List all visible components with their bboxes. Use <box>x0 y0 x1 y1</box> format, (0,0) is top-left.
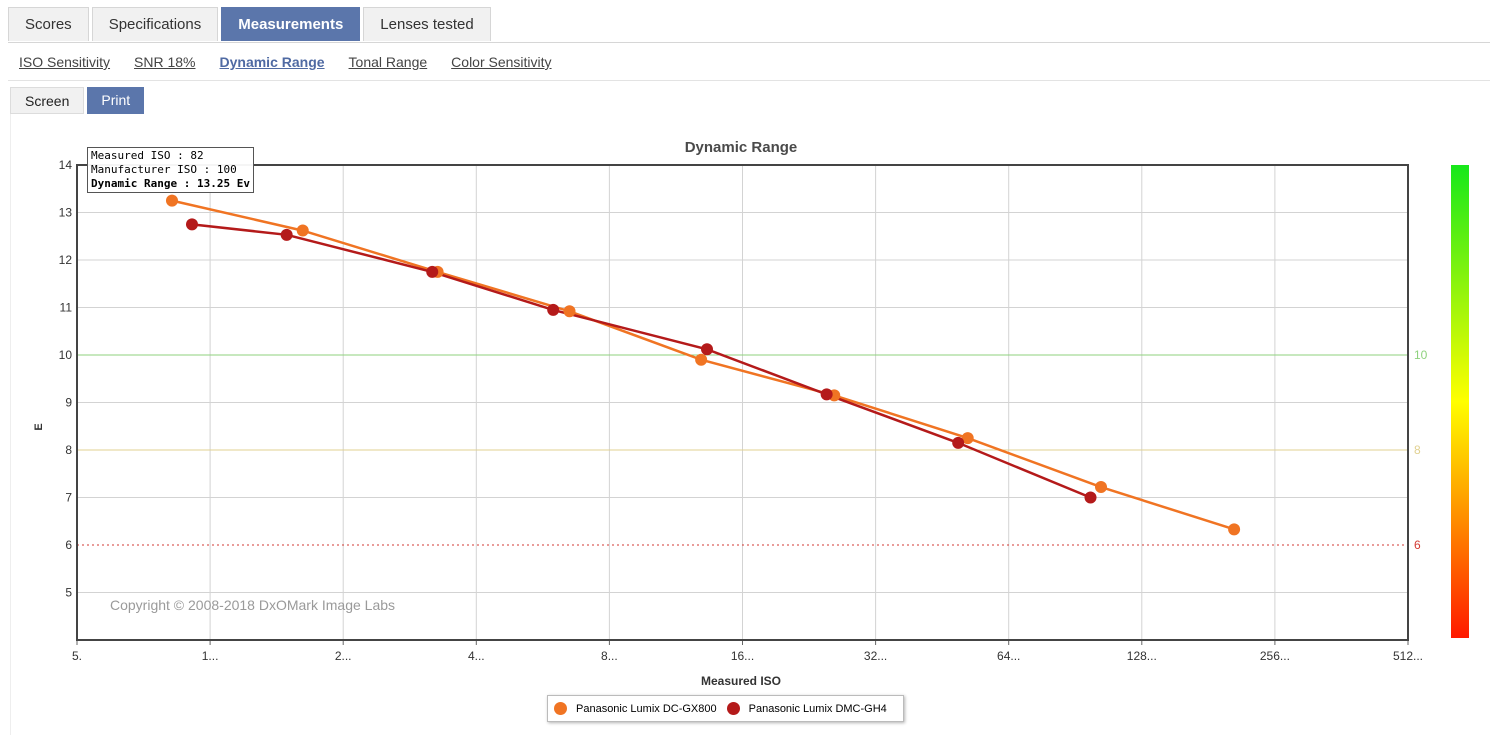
y-axis-label: E <box>33 423 45 430</box>
data-point-1 <box>820 388 833 401</box>
x-tick-label: 16... <box>731 649 754 663</box>
data-point-0 <box>695 353 708 366</box>
data-point-0 <box>296 224 309 237</box>
legend-item-gx800[interactable]: Panasonic Lumix DC-GX800 <box>554 702 717 715</box>
reference-label-10: 10 <box>1414 348 1428 362</box>
y-tick-label: 8 <box>65 443 72 457</box>
data-point-1 <box>952 436 965 449</box>
data-point-0 <box>165 194 178 207</box>
x-tick-label: 32... <box>864 649 887 663</box>
subnav-iso-sensitivity[interactable]: ISO Sensitivity <box>19 54 111 70</box>
x-axis-label: Measured ISO <box>701 674 781 688</box>
chart-title: Dynamic Range <box>685 139 798 156</box>
x-tick-label: 1... <box>202 649 219 663</box>
legend-label-gh4: Panasonic Lumix DMC-GH4 <box>748 702 887 715</box>
data-point-1 <box>185 218 198 231</box>
data-point-tooltip: Measured ISO : 82 Manufacturer ISO : 100… <box>87 147 254 193</box>
subnav-dynamic-range[interactable]: Dynamic Range <box>219 54 325 70</box>
x-tick-label: 128... <box>1127 649 1157 663</box>
mode-toggle: Screen Print <box>10 87 147 114</box>
measurement-subnav: ISO Sensitivity SNR 18% Dynamic Range To… <box>19 54 576 70</box>
quality-color-scale <box>1451 165 1469 638</box>
legend-item-gh4[interactable]: Panasonic Lumix DMC-GH4 <box>726 702 887 715</box>
data-point-1 <box>1084 491 1097 504</box>
copyright-text: Copyright © 2008-2018 DxOMark Image Labs <box>110 597 395 613</box>
x-tick-label: 256... <box>1260 649 1290 663</box>
y-tick-label: 11 <box>60 301 73 315</box>
x-tick-label: 2... <box>335 649 352 663</box>
y-tick-label: 6 <box>65 538 72 552</box>
tab-specifications[interactable]: Specifications <box>91 7 219 41</box>
plot-area-border <box>76 164 1409 641</box>
legend-label-gx800: Panasonic Lumix DC-GX800 <box>576 702 717 715</box>
series-line-1 <box>191 223 1091 499</box>
data-point-0 <box>563 305 576 318</box>
chart-legend: Panasonic Lumix DC-GX800 Panasonic Lumix… <box>547 695 904 722</box>
data-point-0 <box>1228 523 1241 536</box>
tooltip-measured-iso: Measured ISO : 82 <box>91 149 204 162</box>
data-point-1 <box>701 343 714 356</box>
data-point-1 <box>547 303 560 316</box>
print-button[interactable]: Print <box>87 87 145 114</box>
data-point-1 <box>280 228 293 241</box>
x-tick-label: 512... <box>1393 649 1423 663</box>
data-point-0 <box>1095 481 1108 494</box>
x-tick-label: 4... <box>468 649 485 663</box>
subnav-color-sensitivity[interactable]: Color Sensitivity <box>451 54 552 70</box>
tab-measurements[interactable]: Measurements <box>221 7 361 41</box>
tab-lenses-tested[interactable]: Lenses tested <box>363 7 491 41</box>
subnav-divider <box>8 80 1490 81</box>
x-tick-label: 5. <box>72 649 82 663</box>
subnav-tonal-range[interactable]: Tonal Range <box>348 54 428 70</box>
legend-marker-gh4 <box>726 702 740 715</box>
tabs-divider <box>8 42 1490 43</box>
subnav-snr-18[interactable]: SNR 18% <box>134 54 196 70</box>
y-tick-label: 9 <box>65 396 72 410</box>
x-tick-label: 64... <box>997 649 1020 663</box>
y-tick-label: 5 <box>65 586 72 600</box>
y-tick-label: 7 <box>65 491 72 505</box>
tooltip-dynamic-range: Dynamic Range : 13.25 Ev <box>91 177 250 190</box>
x-tick-label: 8... <box>601 649 618 663</box>
legend-marker-gx800 <box>554 702 567 715</box>
reference-label-6: 6 <box>1414 538 1421 552</box>
y-tick-label: 14 <box>59 158 73 172</box>
data-point-1 <box>426 265 439 278</box>
screen-button[interactable]: Screen <box>10 87 85 114</box>
chart-panel <box>10 114 1490 735</box>
tab-scores[interactable]: Scores <box>8 7 89 41</box>
y-tick-label: 13 <box>59 206 73 220</box>
tooltip-manufacturer-iso: Manufacturer ISO : 100 <box>91 163 237 176</box>
y-tick-label: 12 <box>59 253 73 267</box>
main-tabs: Scores Specifications Measurements Lense… <box>8 7 494 43</box>
reference-label-8: 8 <box>1414 443 1421 457</box>
y-tick-label: 10 <box>59 348 73 362</box>
data-point-0 <box>961 432 974 445</box>
